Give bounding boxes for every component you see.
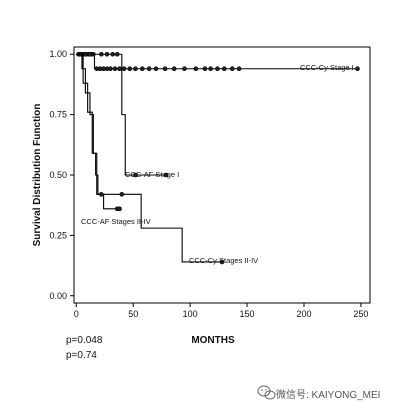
censor-mark-ccc-cy-stage-i — [182, 66, 187, 72]
x-tick-label: 200 — [296, 309, 311, 319]
censor-mark-ccc-af-stage-i — [104, 51, 110, 57]
watermark-text: 微信号: KAIYONG_MEI — [276, 388, 380, 401]
censor-mark-ccc-af-stage-i — [163, 172, 169, 178]
x-tick-label: 0 — [74, 309, 79, 319]
censor-mark-ccc-cy-stage-i — [108, 66, 113, 72]
x-axis: 0 50 100 150 200 250 — [74, 303, 368, 319]
censor-mark-ccc-af-stage-i — [114, 51, 120, 57]
y-tick-label: 0.50 — [49, 170, 67, 180]
censor-mark-ccc-cy-stages-ii-iv — [99, 192, 104, 197]
annotation-ccc-af-stages-ii-iv: CCC-AF Stages II-IV — [81, 217, 151, 226]
censor-mark-ccc-cy-stages-ii-iv — [219, 259, 225, 265]
censor-mark-ccc-cy-stage-i — [221, 66, 227, 72]
censor-mark-ccc-af-stage-i — [87, 51, 93, 57]
censor-mark-ccc-cy-stage-i — [202, 66, 208, 72]
censor-mark-ccc-af-stage-i — [99, 51, 104, 57]
x-tick-label: 50 — [128, 309, 138, 319]
x-axis-title: MONTHS — [191, 335, 235, 346]
censor-mark-ccc-cy-stages-ii-iv — [119, 192, 125, 197]
y-tick-label: 0.75 — [49, 110, 67, 120]
censor-mark-ccc-cy-stage-i — [121, 66, 127, 72]
annotation-ccc-cy-stages-ii-iv: CCC-Cy Stages II-IV — [189, 256, 258, 265]
series-line-ccc-cy-stages-ii-iv — [76, 53, 222, 263]
censor-mark-ccc-cy-stage-i — [236, 66, 242, 72]
y-tick-label: 1.00 — [49, 49, 67, 59]
x-tick-label: 250 — [353, 309, 368, 319]
x-tick-label: 100 — [183, 309, 198, 319]
y-tick-label: 0.00 — [49, 291, 67, 301]
censor-mark-ccc-cy-stage-i — [140, 66, 145, 72]
censor-mark-ccc-cy-stage-i — [146, 66, 152, 72]
censor-mark-ccc-cy-stage-i — [355, 66, 360, 72]
censor-mark-ccc-af-stage-i — [83, 51, 88, 57]
censor-mark-ccc-cy-stage-i — [215, 66, 220, 72]
censor-mark-ccc-cy-stage-i — [162, 66, 168, 72]
censor-mark-ccc-cy-stage-i — [127, 66, 133, 72]
p-value-1: p=0.048 — [66, 335, 103, 346]
censor-mark-ccc-cy-stage-i — [112, 66, 118, 72]
censor-mark-ccc-cy-stage-i — [229, 66, 235, 72]
annotation-ccc-af-stage-i: CCC-AF Stage I — [125, 170, 179, 179]
censor-mark-ccc-cy-stage-i — [208, 66, 213, 72]
censor-mark-ccc-cy-stage-i — [133, 66, 138, 72]
series-layer — [76, 51, 360, 265]
censor-mark-ccc-af-stage-i — [133, 172, 138, 178]
p-value-2: p=0.74 — [66, 350, 97, 361]
censor-mark-ccc-cy-stage-i — [171, 66, 177, 72]
censor-mark-ccc-cy-stage-i — [153, 66, 159, 72]
y-axis: 0.00 0.25 0.50 0.75 1.00 — [49, 49, 74, 301]
censor-mark-ccc-af-stage-i — [110, 51, 116, 57]
censor-mark-ccc-af-stages-ii-iv — [117, 206, 122, 212]
y-tick-label: 0.25 — [49, 230, 67, 240]
x-tick-label: 150 — [240, 309, 255, 319]
censor-mark-ccc-cy-stage-i — [117, 66, 122, 72]
wechat-icon — [257, 385, 276, 400]
y-axis-title: Survival Distribution Function — [32, 104, 43, 247]
annotation-ccc-cy-stage-i: CCC-Cy Stage I — [300, 63, 354, 72]
censor-mark-ccc-cy-stage-i — [193, 66, 199, 72]
